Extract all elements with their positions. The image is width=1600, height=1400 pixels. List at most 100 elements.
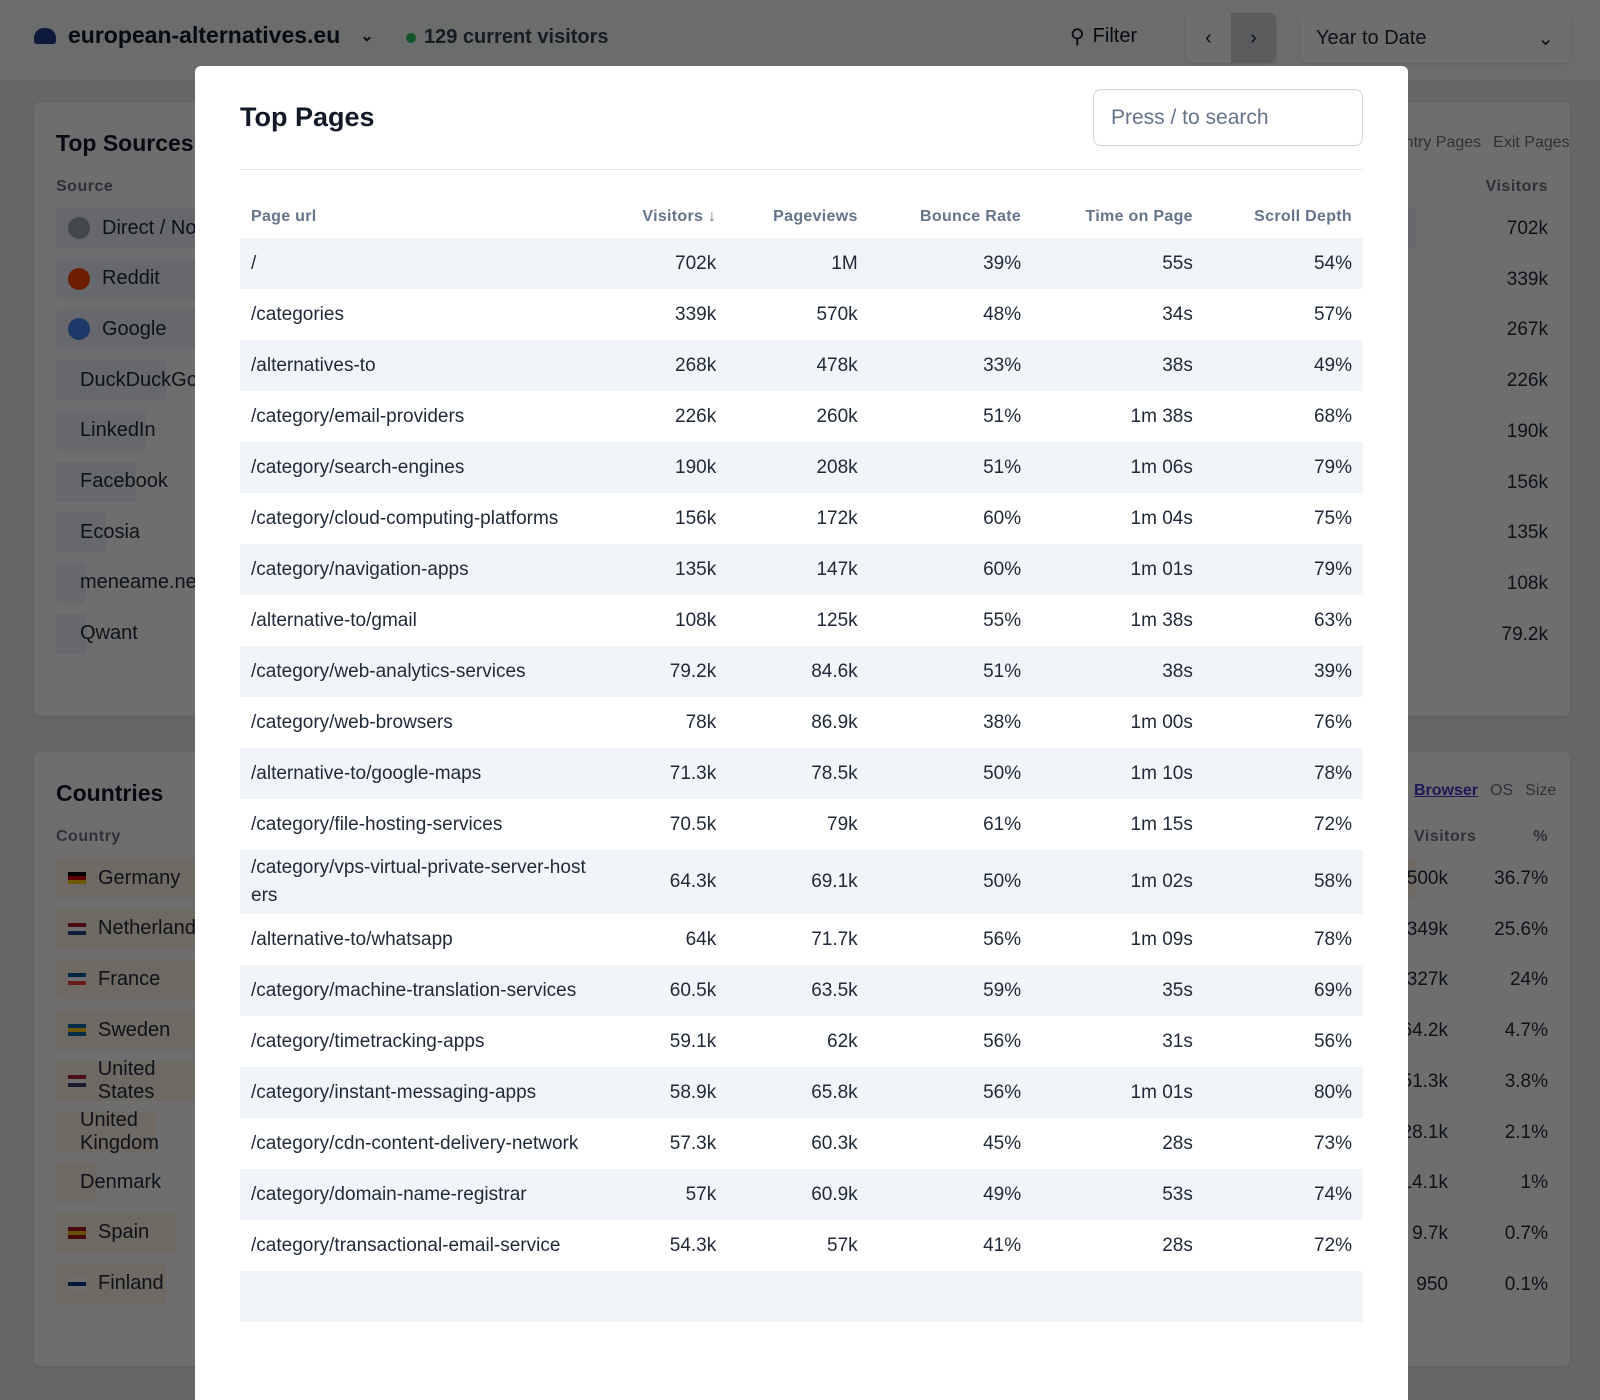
country-row[interactable]: United States xyxy=(56,1058,216,1103)
table-row[interactable]: /alternatives-to 268k 478k 33% 38s 49% xyxy=(240,340,1363,391)
scroll-depth-cell: 57% xyxy=(1313,303,1352,325)
page-url-cell[interactable]: /category/cloud-computing-platforms xyxy=(251,507,559,529)
tab-entry-pages[interactable]: Entry Pages xyxy=(1394,134,1482,151)
table-row[interactable]: /category/transactional-email-service 54.… xyxy=(240,1220,1363,1271)
page-url-cell[interactable]: /alternative-to/gmail xyxy=(251,609,417,631)
time-on-page-cell xyxy=(1032,1271,1204,1322)
scroll-depth-cell: 63% xyxy=(1313,609,1352,631)
visitors-cell: 58.9k xyxy=(669,1081,717,1103)
filter-button[interactable]: ⚲ Filter xyxy=(1070,24,1137,49)
column-header[interactable]: Pageviews xyxy=(773,208,858,225)
page-url-cell[interactable] xyxy=(240,1271,600,1322)
page-url-cell[interactable]: /category/email-providers xyxy=(251,405,465,427)
table-row[interactable]: /alternative-to/google-maps 71.3k 78.5k 50%… xyxy=(240,748,1363,799)
bounce-rate-cell: 51% xyxy=(983,405,1022,427)
page-url-cell[interactable]: /alternatives-to xyxy=(251,354,376,376)
table-row[interactable]: /category/domain-name-registrar 57k 60.9k 4… xyxy=(240,1169,1363,1220)
page-url-cell[interactable]: / xyxy=(251,252,257,274)
table-row[interactable]: /category/navigation-apps 135k 147k 60% 1m 0… xyxy=(240,544,1363,595)
column-header[interactable]: Time on Page xyxy=(1085,208,1193,225)
tab-size[interactable]: Size xyxy=(1525,782,1557,799)
top-sources-title: Top Sources xyxy=(56,130,194,156)
visitors-cell: 79.2k xyxy=(669,660,717,682)
time-on-page-cell: 1m 10s xyxy=(1130,762,1193,784)
pages-tabs: Entry Pages Exit Pages xyxy=(1394,134,1570,152)
time-on-page-cell: 34s xyxy=(1162,303,1193,325)
source-row[interactable]: Ecosia xyxy=(56,512,140,553)
country-row[interactable]: Finland xyxy=(56,1263,166,1304)
column-header[interactable]: Bounce Rate xyxy=(920,208,1022,225)
tab-exit-pages[interactable]: Exit Pages xyxy=(1493,134,1570,151)
time-on-page-cell: 1m 00s xyxy=(1130,711,1193,733)
page-url-cell[interactable]: /category/machine-translation-services xyxy=(251,979,577,1001)
page-url-cell[interactable]: /category/vps-virtual-private-server-hos… xyxy=(251,857,586,906)
country-row[interactable]: United Kingdom xyxy=(56,1108,159,1154)
table-row[interactable]: /category/web-browsers 78k 86.9k 38% 1m 00s 7… xyxy=(240,697,1363,748)
page-url-cell[interactable]: /alternative-to/google-maps xyxy=(251,762,482,784)
table-row[interactable]: /alternative-to/whatsapp 64k 71.7k 56% 1m 09… xyxy=(240,914,1363,965)
time-on-page-cell: 1m 09s xyxy=(1130,928,1193,950)
page-url-cell[interactable]: /category/instant-messaging-apps xyxy=(251,1081,537,1103)
page-url-cell[interactable]: /category/file-hosting-services xyxy=(251,813,503,835)
source-row[interactable]: Facebook xyxy=(56,461,168,502)
page-url-cell[interactable]: /categories xyxy=(251,303,344,325)
table-row[interactable]: /category/web-analytics-services 79.2k 84.… xyxy=(240,646,1363,697)
page-url-cell[interactable]: /category/search-engines xyxy=(251,456,465,478)
table-row[interactable]: /category/instant-messaging-apps 58.9k 65.… xyxy=(240,1067,1363,1118)
visitors-column-header: Visitors xyxy=(1414,828,1477,845)
next-period-button[interactable]: › xyxy=(1231,13,1276,63)
flag-icon xyxy=(68,1226,86,1239)
table-row[interactable]: /category/search-engines 190k 208k 51% 1m 06… xyxy=(240,442,1363,493)
source-row[interactable]: meneame.net xyxy=(56,562,202,603)
country-row[interactable]: Spain xyxy=(56,1212,176,1253)
table-row[interactable]: /categories 339k 570k 48% 34s 57% xyxy=(240,289,1363,340)
table-row[interactable]: /category/vps-virtual-private-server-hos… xyxy=(240,850,1363,914)
page-url-cell[interactable]: /category/cdn-content-delivery-network xyxy=(251,1132,579,1154)
page-url-cell[interactable]: /category/navigation-apps xyxy=(251,558,469,580)
page-url-cell[interactable]: /category/timetracking-apps xyxy=(251,1030,485,1052)
page-url-cell[interactable]: /category/transactional-email-service xyxy=(251,1234,561,1256)
visitor-percent: 1% xyxy=(1520,1172,1548,1194)
search-input[interactable] xyxy=(1093,89,1363,146)
time-on-page-cell: 55s xyxy=(1162,252,1193,274)
site-switcher[interactable]: european-alternatives.eu ⌄ xyxy=(34,22,374,49)
table-row[interactable] xyxy=(240,1271,1363,1322)
pageviews-cell: 260k xyxy=(816,405,858,427)
source-row[interactable]: LinkedIn xyxy=(56,410,156,451)
page-url-cell[interactable]: /category/web-browsers xyxy=(251,711,453,733)
table-row[interactable]: / 702k 1M 39% 55s 54% xyxy=(240,238,1363,289)
table-row[interactable]: /category/cloud-computing-platforms 156k 1… xyxy=(240,493,1363,544)
page-url-cell[interactable]: /category/web-analytics-services xyxy=(251,660,526,682)
table-row[interactable]: /category/machine-translation-services 60… xyxy=(240,965,1363,1016)
table-row[interactable]: /category/cdn-content-delivery-network 57… xyxy=(240,1118,1363,1169)
source-row[interactable]: DuckDuckGo xyxy=(56,360,198,401)
page-url-cell[interactable]: /alternative-to/whatsapp xyxy=(251,928,453,950)
visitors-cell: 57k xyxy=(685,1183,717,1205)
visitors-cell: 190k xyxy=(675,456,717,478)
table-row[interactable]: /alternative-to/gmail 108k 125k 55% 1m 38s 63… xyxy=(240,595,1363,646)
scroll-depth-cell: 68% xyxy=(1313,405,1352,427)
visitor-count: 327k xyxy=(1406,969,1448,991)
country-label: Sweden xyxy=(98,1018,171,1041)
table-row[interactable]: /category/timetracking-apps 59.1k 62k 56% 31… xyxy=(240,1016,1363,1067)
tab-os[interactable]: OS xyxy=(1490,782,1514,799)
column-header[interactable]: Page url xyxy=(251,208,317,225)
scroll-depth-cell: 74% xyxy=(1313,1183,1352,1205)
country-row[interactable]: Denmark xyxy=(56,1162,161,1203)
time-on-page-cell: 1m 15s xyxy=(1130,813,1193,835)
prev-period-button[interactable]: ‹ xyxy=(1205,26,1212,49)
table-row[interactable]: /category/email-providers 226k 260k 51% 1m 3… xyxy=(240,391,1363,442)
period-select[interactable]: Year to Date ⌄ xyxy=(1300,13,1570,63)
table-row[interactable]: /category/file-hosting-services 70.5k 79k 6… xyxy=(240,799,1363,850)
column-header[interactable]: Visitors ↓ xyxy=(642,208,717,225)
time-on-page-cell: 38s xyxy=(1162,354,1193,376)
scroll-depth-cell: 72% xyxy=(1313,1234,1352,1256)
source-row[interactable]: Qwant xyxy=(56,613,138,654)
reddit-icon xyxy=(68,267,90,290)
visitors-cell: 268k xyxy=(675,354,717,376)
page-url-cell[interactable]: /category/domain-name-registrar xyxy=(251,1183,527,1205)
column-header[interactable]: Scroll Depth xyxy=(1254,208,1352,225)
tab-browser[interactable]: Browser xyxy=(1414,782,1479,799)
country-label: United Kingdom xyxy=(80,1108,159,1154)
current-visitors[interactable]: 129 current visitors xyxy=(406,26,609,49)
